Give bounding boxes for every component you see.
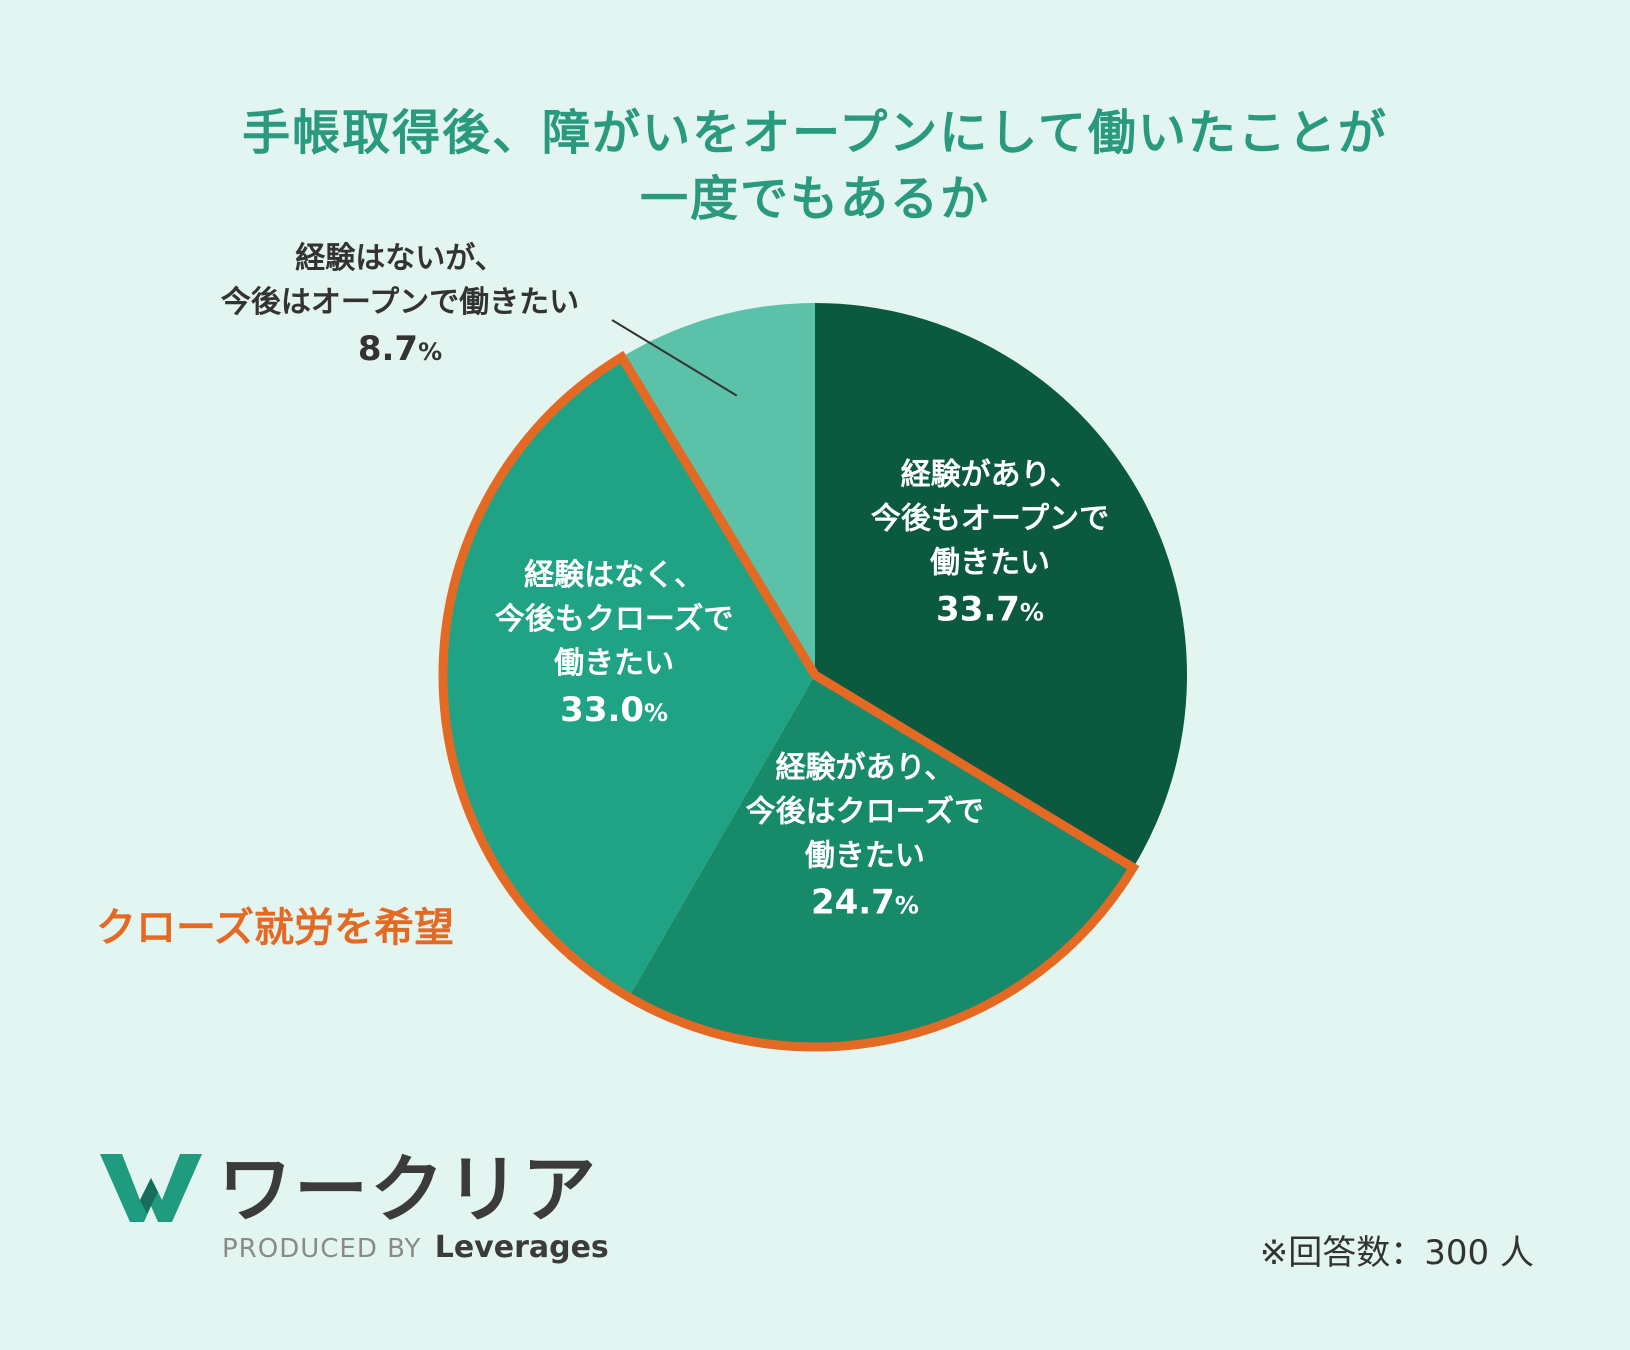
leader-line-3 — [611, 319, 738, 397]
slice-percent-value: 24.7 — [811, 883, 895, 923]
slice-label-line: 経験があり、 — [901, 457, 1080, 492]
slice-percent-sign: % — [895, 892, 919, 920]
slice-label-line: 働きたい — [804, 839, 925, 874]
pie-slice-2 — [443, 357, 815, 998]
slice-percent-sign: % — [644, 699, 668, 727]
slice-label-line: 今後もオープンで — [871, 501, 1109, 536]
slice-label-line: 今後はクローズで — [746, 795, 985, 830]
slice-percent-sign: % — [418, 338, 442, 366]
company-name: Leverages — [434, 1230, 609, 1265]
slice-percent: 8.7% — [358, 329, 442, 369]
workclear-logo-mark-icon — [100, 1154, 202, 1222]
produced-by: PRODUCED BY Leverages — [222, 1230, 609, 1265]
slice-label-3: 経験はないが、今後はオープンで働きたい 8.7% — [221, 241, 579, 369]
slice-percent-sign: % — [1020, 598, 1044, 626]
slice-label-line: 今後もクローズで — [495, 602, 734, 637]
slice-percent-value: 33.0 — [560, 690, 644, 730]
slice-label-line: 経験はなく、 — [524, 558, 704, 593]
slice-percent-value: 33.7 — [936, 589, 1020, 629]
highlight-group-label: クローズ就労を希望 — [96, 905, 454, 951]
slice-label-line: 働きたい — [553, 646, 674, 681]
slice-label-line: 働きたい — [929, 545, 1050, 580]
slice-percent: 33.0% — [560, 690, 668, 730]
slice-percent: 24.7% — [811, 883, 919, 923]
chart-title-line1: 手帳取得後、障がいをオープンにして働いたことが — [242, 105, 1388, 161]
slice-label-line: 今後はオープンで働きたい — [221, 285, 579, 320]
slice-percent: 33.7% — [936, 589, 1044, 629]
produced-by-label: PRODUCED BY — [222, 1234, 422, 1264]
pie-slice-3 — [621, 303, 815, 675]
pie-slice-1 — [628, 675, 1134, 1047]
slice-label-line: 経験があり、 — [776, 751, 955, 786]
respondent-count-note: ※回答数：300 人 — [1259, 1233, 1534, 1273]
slice-percent-value: 8.7 — [358, 329, 418, 369]
slice-label-line: 経験はないが、 — [295, 241, 504, 276]
chart-title-line2: 一度でもあるか — [639, 171, 990, 227]
brand-logo: ワークリア PRODUCED BY Leverages — [96, 1140, 609, 1280]
highlight-outline — [438, 350, 1140, 1052]
brand-logo-text: ワークリア — [218, 1147, 598, 1233]
chart-title: 手帳取得後、障がいをオープンにして働いたことが 一度でもあるか — [0, 100, 1630, 232]
